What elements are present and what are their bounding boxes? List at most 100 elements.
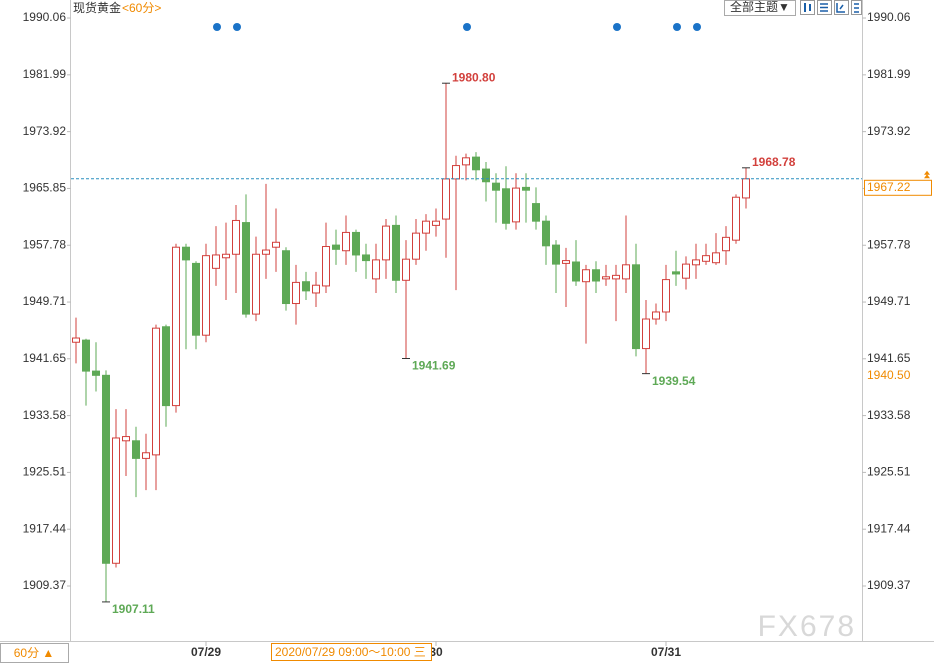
high-label: 1980.80 (452, 70, 496, 84)
x-tick-label: 07/31 (651, 645, 681, 659)
low-label: 1939.54 (652, 374, 696, 388)
candle-body (502, 188, 510, 224)
candle-body (562, 260, 570, 264)
candle-body (462, 157, 470, 166)
icon-glyph (836, 3, 845, 13)
candle-body (82, 339, 90, 372)
event-dot[interactable] (673, 23, 681, 31)
last-price-tag (864, 179, 932, 196)
candle-body (482, 168, 490, 183)
candle-body (522, 186, 530, 191)
x-tick-label: 07/29 (191, 645, 221, 659)
candle-body (132, 440, 140, 459)
y-tick-label-right: 1917.44 (867, 521, 911, 535)
candle-body (182, 246, 190, 261)
candle-body (152, 327, 160, 456)
candle-body (202, 255, 210, 336)
y-tick-label-right: 1941.65 (867, 351, 911, 365)
theme-button[interactable] (724, 0, 796, 16)
event-dot[interactable] (693, 23, 701, 31)
y-tick-label-right: 1909.37 (867, 578, 911, 592)
cursor-time-label: 2020/07/29 09:00～10:00 三 (275, 645, 426, 659)
y-tick-label-right: 1925.51 (867, 465, 911, 479)
period-button[interactable] (0, 643, 69, 663)
event-dot[interactable] (463, 23, 471, 31)
candle-body (402, 258, 410, 281)
candle-body (172, 246, 180, 407)
icon-glyph (854, 3, 859, 13)
candle-body (162, 326, 170, 407)
candle-body (722, 236, 730, 252)
y-tick-label: 1965.85 (23, 181, 67, 195)
candle-body (692, 259, 700, 266)
y-tick-label: 1941.65 (23, 351, 67, 365)
candle-body (672, 271, 680, 275)
candle-body (702, 255, 710, 262)
event-dot[interactable] (613, 23, 621, 31)
candle-body (712, 252, 720, 264)
candle-body (542, 220, 550, 247)
candle-body (572, 261, 580, 282)
period-label[interactable]: <60分> (122, 1, 161, 15)
icon-candle[interactable] (800, 0, 815, 15)
candle-body (452, 165, 460, 180)
candle-body (102, 374, 110, 564)
candle-body (192, 262, 200, 336)
candle-body (512, 187, 520, 223)
candle-body (532, 203, 540, 222)
x-tick-label: 30 (429, 645, 443, 659)
candle-body (282, 250, 290, 305)
y-tick-label-right: 1933.58 (867, 408, 911, 422)
candle-body (142, 452, 150, 459)
candle-body (222, 253, 230, 259)
period-button-label: 60分 ▲ (14, 646, 55, 660)
y-tick-label-right: 1973.92 (867, 124, 911, 138)
y-tick-label-right: 1949.71 (867, 294, 911, 308)
last-price-arrow (924, 170, 930, 179)
y-tick-label: 1933.58 (23, 408, 67, 422)
candle-body (612, 274, 620, 280)
icon-glyph (820, 3, 828, 12)
y-tick-label-right: 1990.06 (867, 10, 911, 24)
y-tick-label: 1957.78 (23, 237, 67, 251)
event-markers (213, 23, 701, 31)
candle-body (312, 284, 320, 294)
cursor-time-box (271, 643, 432, 661)
chart-title: 现货黄金 (73, 0, 121, 15)
candle-body (72, 337, 80, 343)
candle-body (272, 241, 280, 248)
candle-body (212, 254, 220, 269)
y-tick-label: 1925.51 (23, 465, 67, 479)
y-tick-label-right: 1957.78 (867, 237, 911, 251)
candle-body (332, 244, 340, 250)
candle-body (432, 220, 440, 226)
y-tick-label: 1949.71 (23, 294, 67, 308)
candle-body (382, 225, 390, 261)
marker-price-label: 1940.50 (867, 368, 911, 382)
candle-body (582, 269, 590, 283)
candle-body (112, 437, 120, 564)
theme-button-label: 全部主题▼ (730, 0, 790, 14)
low-label: 1941.69 (412, 359, 456, 373)
candle-body (262, 249, 270, 255)
event-dot[interactable] (233, 23, 241, 31)
candle-body (422, 220, 430, 234)
candle-body (442, 178, 450, 220)
candle-body (362, 254, 370, 262)
candle-body (322, 246, 330, 287)
candle-body (412, 232, 420, 260)
candle-body (632, 264, 640, 350)
y-tick-label: 1917.44 (23, 521, 67, 535)
low-label: 1907.11 (112, 602, 155, 616)
tool-icons (800, 0, 862, 15)
candle-body (342, 231, 350, 252)
candle-body (232, 219, 240, 255)
y-tick-label: 1990.06 (23, 10, 67, 24)
high-label: 1968.78 (752, 155, 796, 169)
candle-body (92, 370, 100, 376)
event-dot[interactable] (213, 23, 221, 31)
candle-body (292, 281, 300, 305)
candle-body (122, 436, 130, 442)
candle-body (642, 318, 650, 350)
